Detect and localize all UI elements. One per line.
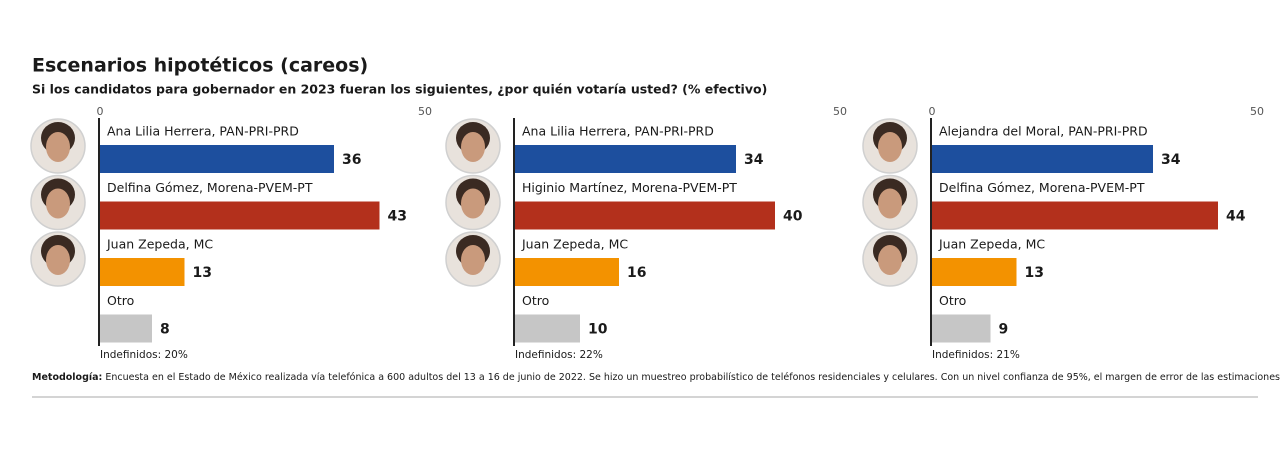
value-label: 9 (999, 322, 1009, 338)
category-label: Juan Zepeda, MC (106, 237, 213, 252)
x-tick-label: 50 (418, 105, 432, 118)
bar (515, 145, 736, 173)
category-label: Juan Zepeda, MC (938, 237, 1045, 252)
value-label: 44 (1226, 209, 1246, 225)
photo-face (461, 132, 485, 162)
bar (932, 201, 1218, 230)
note: Indefinidos: 21% (932, 349, 1020, 361)
title: Escenarios hipotéticos (careos) (32, 55, 368, 77)
value-label: 40 (783, 209, 803, 225)
photo-face (46, 188, 70, 219)
photo-face (46, 132, 70, 162)
category-label: Otro (939, 293, 966, 308)
photo-face (878, 188, 902, 219)
value-label: 43 (388, 209, 407, 225)
category-label: Alejandra del Moral, PAN-PRI-PRD (939, 124, 1148, 139)
photo-face (46, 245, 70, 275)
photo-face (461, 188, 485, 219)
bar (100, 314, 152, 343)
value-label: 34 (744, 152, 764, 168)
category-label: Ana Lilia Herrera, PAN-PRI-PRD (107, 124, 299, 139)
x-tick-label: 0 (929, 105, 936, 118)
category-label: Otro (522, 293, 549, 308)
note: Indefinidos: 20% (100, 349, 188, 361)
category-label: Delfina Gómez, Morena-PVEM-PT (939, 180, 1145, 195)
value-label: 34 (1161, 152, 1181, 168)
methodology-label: Metodología: (32, 372, 102, 383)
value-label: 16 (627, 265, 646, 281)
bar (932, 258, 1017, 286)
bar (932, 145, 1153, 173)
category-label: Higinio Martínez, Morena-PVEM-PT (522, 180, 737, 195)
value-label: 10 (588, 322, 608, 338)
x-tick-label: 50 (833, 105, 847, 118)
bar (515, 201, 775, 230)
category-label: Otro (107, 293, 134, 308)
value-label: 8 (160, 322, 170, 338)
bar (100, 145, 334, 173)
methodology: Metodología: Encuesta en el Estado de Mé… (32, 372, 1280, 383)
bar (515, 314, 580, 343)
photo-face (878, 132, 902, 162)
bar (100, 201, 380, 230)
x-tick-label: 0 (97, 105, 104, 118)
bar (932, 314, 991, 343)
bar (515, 258, 619, 286)
subtitle: Si los candidatos para gobernador en 202… (32, 82, 767, 97)
value-label: 13 (193, 265, 212, 281)
bar (100, 258, 185, 286)
value-label: 36 (342, 152, 361, 168)
category-label: Delfina Gómez, Morena-PVEM-PT (107, 180, 313, 195)
methodology-text: Encuesta en el Estado de México realizad… (105, 372, 1280, 383)
note: Indefinidos: 22% (515, 349, 603, 361)
x-tick-label: 50 (1250, 105, 1264, 118)
photo-face (878, 245, 902, 275)
photo-face (461, 245, 485, 275)
category-label: Ana Lilia Herrera, PAN-PRI-PRD (522, 124, 714, 139)
value-label: 13 (1025, 265, 1044, 281)
category-label: Juan Zepeda, MC (521, 237, 628, 252)
